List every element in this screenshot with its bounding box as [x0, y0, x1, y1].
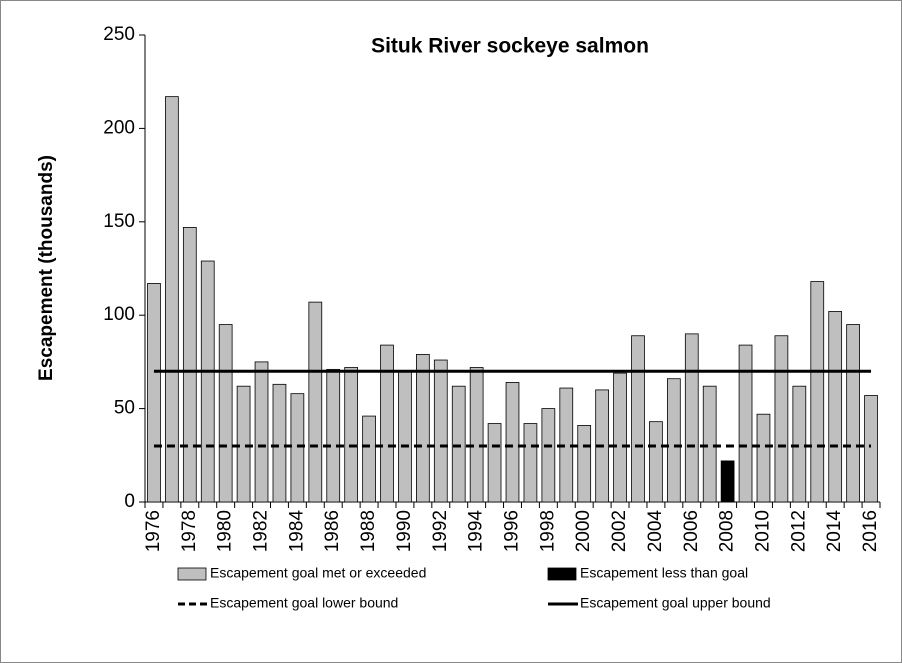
legend-swatch	[177, 567, 207, 581]
bar	[649, 421, 663, 503]
bar	[254, 361, 269, 503]
bar	[577, 425, 592, 503]
x-tick-label: 1976	[143, 510, 164, 552]
bar	[344, 367, 359, 503]
bar	[828, 311, 843, 503]
bar	[702, 385, 717, 503]
x-tick-label: 2008	[717, 510, 738, 552]
bar	[433, 359, 448, 503]
bar	[218, 324, 233, 503]
bar	[738, 344, 753, 503]
bar	[326, 368, 341, 503]
bar	[308, 301, 323, 503]
legend-label: Escapement goal met or exceeded	[210, 565, 426, 581]
bar	[810, 281, 825, 503]
bar	[469, 367, 484, 503]
bar	[416, 354, 430, 503]
x-tick-label: 1994	[466, 510, 487, 553]
x-tick-label: 2014	[824, 510, 845, 553]
bar	[774, 335, 789, 503]
x-tick-label: 1980	[215, 510, 236, 552]
bar	[290, 393, 305, 503]
bar	[613, 372, 627, 503]
legend-label: Escapement goal lower bound	[210, 595, 398, 611]
x-tick-label: 1986	[322, 510, 343, 552]
y-tick-label: 150	[103, 211, 135, 232]
bar	[362, 415, 376, 503]
y-tick-label: 50	[114, 398, 135, 419]
y-tick-label: 250	[103, 24, 135, 45]
x-tick-label: 1982	[251, 510, 272, 552]
x-tick-label: 1978	[179, 510, 200, 552]
chart-title: Situk River sockeye salmon	[371, 35, 649, 58]
x-tick-label: 1984	[286, 510, 307, 553]
x-tick-label: 2004	[645, 510, 666, 553]
y-tick-label: 0	[124, 491, 135, 512]
bar	[147, 283, 161, 503]
bar	[487, 423, 502, 503]
bar	[523, 423, 538, 503]
x-tick-label: 2010	[752, 510, 773, 552]
x-tick-label: 2000	[573, 510, 594, 552]
bar	[864, 395, 878, 503]
bar	[684, 333, 699, 503]
bar	[272, 383, 287, 503]
bar	[846, 324, 860, 503]
bar	[398, 370, 412, 503]
y-axis-label: Escapement (thousands)	[36, 155, 57, 381]
bar	[631, 335, 645, 503]
bar	[505, 382, 520, 503]
x-tick-label: 2006	[681, 510, 702, 552]
x-tick-label: 1990	[394, 510, 415, 552]
bar	[380, 344, 394, 503]
x-tick-label: 1988	[358, 510, 379, 552]
bar	[451, 385, 466, 503]
bar	[666, 378, 681, 503]
x-tick-label: 1998	[537, 510, 558, 552]
x-tick-label: 1992	[430, 510, 451, 552]
bar	[165, 96, 179, 503]
legend-swatch	[547, 567, 577, 581]
bar	[200, 260, 215, 503]
x-tick-label: 2002	[609, 510, 630, 552]
legend-label: Escapement less than goal	[580, 565, 748, 581]
bar	[236, 385, 251, 503]
x-tick-label: 2016	[860, 510, 881, 552]
bar	[792, 385, 807, 503]
x-tick-label: 2012	[788, 510, 809, 552]
x-tick-label: 1996	[502, 510, 523, 552]
bar	[541, 408, 556, 503]
bar	[756, 413, 771, 503]
legend-label: Escapement goal upper bound	[580, 595, 771, 611]
bar	[720, 460, 735, 503]
y-tick-label: 200	[103, 117, 135, 138]
y-tick-label: 100	[103, 304, 135, 325]
bar	[182, 227, 197, 503]
